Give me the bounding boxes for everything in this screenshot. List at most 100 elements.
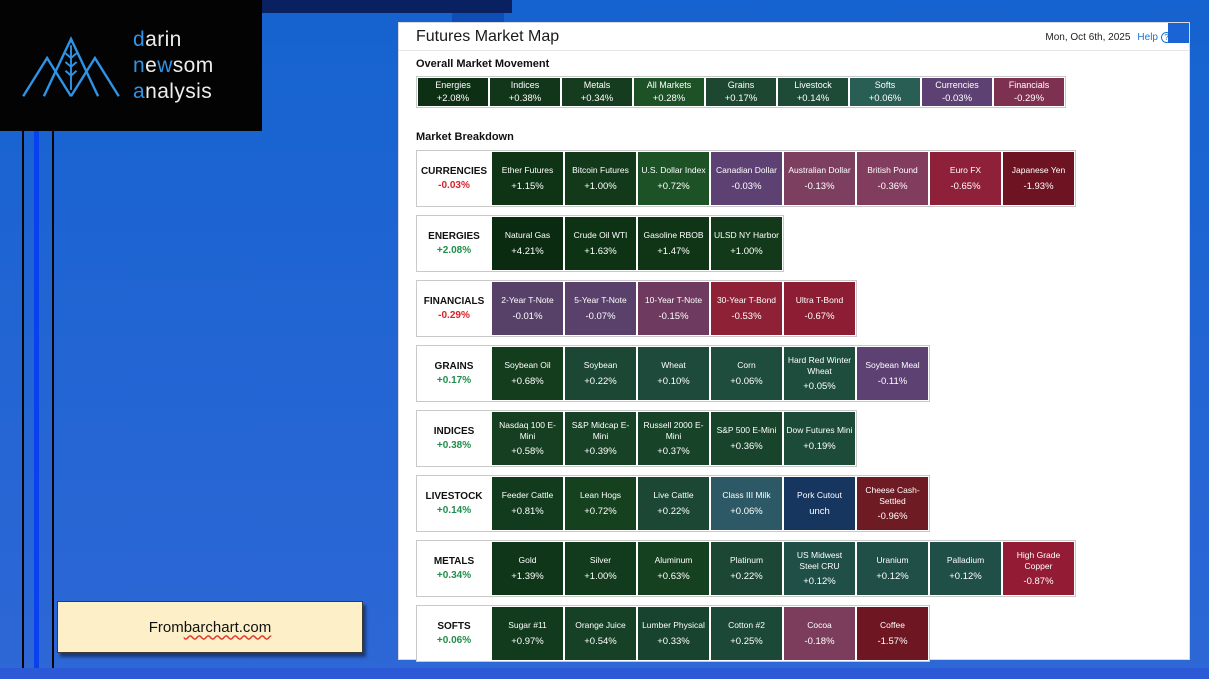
tile-russell-2000-e-mini[interactable]: Russell 2000 E-Mini +0.37% <box>638 412 709 466</box>
overall-market-strip: Energies +2.08% Indices +0.38% Metals +0.34% A… <box>416 76 1066 109</box>
tile-cocoa[interactable]: Cocoa -0.18% <box>784 607 855 661</box>
tile-energies[interactable]: Energies +2.08% <box>418 78 488 107</box>
tile-feeder-cattle[interactable]: Feeder Cattle +0.81% <box>492 477 563 531</box>
category-cell-indices[interactable]: INDICES +0.38% <box>418 412 490 466</box>
tile-lumber-physical[interactable]: Lumber Physical +0.33% <box>638 607 709 661</box>
tile-name: Livestock <box>794 80 832 90</box>
tile-live-cattle[interactable]: Live Cattle +0.22% <box>638 477 709 531</box>
tile-ultra-t-bond[interactable]: Ultra T-Bond -0.67% <box>784 282 855 336</box>
tile-name: Feeder Cattle <box>501 490 554 501</box>
tile-name: 5-Year T-Note <box>574 295 627 306</box>
tile-platinum[interactable]: Platinum +0.22% <box>711 542 782 596</box>
tile-name: S&P 500 E-Mini <box>716 425 777 436</box>
category-change: +0.17% <box>436 375 472 387</box>
tile-cotton-2[interactable]: Cotton #2 +0.25% <box>711 607 782 661</box>
tile-metals[interactable]: Metals +0.34% <box>562 78 632 107</box>
tile-lean-hogs[interactable]: Lean Hogs +0.72% <box>565 477 636 531</box>
tile-soybean[interactable]: Soybean +0.22% <box>565 347 636 401</box>
tile-gasoline-rbob[interactable]: Gasoline RBOB +1.47% <box>638 217 709 271</box>
tile-change: +0.81% <box>511 505 544 517</box>
tile-s-p-500-e-mini[interactable]: S&P 500 E-Mini +0.36% <box>711 412 782 466</box>
tile-financials[interactable]: Financials -0.29% <box>994 78 1064 107</box>
help-link[interactable]: Help <box>1137 31 1172 43</box>
tile-livestock[interactable]: Livestock +0.14% <box>778 78 848 107</box>
tile-cheese-cash-settled[interactable]: Cheese Cash-Settled -0.96% <box>857 477 928 531</box>
category-cell-financials[interactable]: FINANCIALS -0.29% <box>418 282 490 336</box>
tile-u-s-dollar-index[interactable]: U.S. Dollar Index +0.72% <box>638 152 709 206</box>
tile-us-midwest-steel-cru[interactable]: US Midwest Steel CRU +0.12% <box>784 542 855 596</box>
tile-name: Canadian Dollar <box>716 165 777 176</box>
tile-name: Gasoline RBOB <box>643 230 704 241</box>
tile-softs[interactable]: Softs +0.06% <box>850 78 920 107</box>
category-cell-metals[interactable]: METALS +0.34% <box>418 542 490 596</box>
category-cell-grains[interactable]: GRAINS +0.17% <box>418 347 490 401</box>
tile-ulsd-ny-harbor[interactable]: ULSD NY Harbor +1.00% <box>711 217 782 271</box>
overall-heading: Overall Market Movement <box>416 58 550 70</box>
category-cell-energies[interactable]: ENERGIES +2.08% <box>418 217 490 271</box>
category-name: SOFTS <box>437 621 471 633</box>
tile-euro-fx[interactable]: Euro FX -0.65% <box>930 152 1001 206</box>
tile-name: Metals <box>583 80 611 90</box>
tile-dow-futures-mini[interactable]: Dow Futures Mini +0.19% <box>784 412 855 466</box>
category-cell-currencies[interactable]: CURRENCIES -0.03% <box>418 152 490 206</box>
tile-all-markets[interactable]: All Markets +0.28% <box>634 78 704 107</box>
tile-japanese-yen[interactable]: Japanese Yen -1.93% <box>1003 152 1074 206</box>
tile-s-p-midcap-e-mini[interactable]: S&P Midcap E-Mini +0.39% <box>565 412 636 466</box>
tile-nasdaq-100-e-mini[interactable]: Nasdaq 100 E-Mini +0.58% <box>492 412 563 466</box>
tile-2-year-t-note[interactable]: 2-Year T-Note -0.01% <box>492 282 563 336</box>
tile-currencies[interactable]: Currencies -0.03% <box>922 78 992 107</box>
tile-name: Lean Hogs <box>579 490 622 501</box>
tile-class-iii-milk[interactable]: Class III Milk +0.06% <box>711 477 782 531</box>
tile-orange-juice[interactable]: Orange Juice +0.54% <box>565 607 636 661</box>
tile-grains[interactable]: Grains +0.17% <box>706 78 776 107</box>
tile-sugar-11[interactable]: Sugar #11 +0.97% <box>492 607 563 661</box>
tile-change: -0.15% <box>658 310 689 322</box>
tile-high-grade-copper[interactable]: High Grade Copper -0.87% <box>1003 542 1074 596</box>
tile-indices[interactable]: Indices +0.38% <box>490 78 560 107</box>
tile-silver[interactable]: Silver +1.00% <box>565 542 636 596</box>
tile-change: +1.00% <box>584 570 617 582</box>
category-cell-softs[interactable]: SOFTS +0.06% <box>418 607 490 661</box>
tile-change: -1.93% <box>1023 180 1054 192</box>
category-change: +0.34% <box>436 570 472 582</box>
tile-30-year-t-bond[interactable]: 30-Year T-Bond -0.53% <box>711 282 782 336</box>
tile-natural-gas[interactable]: Natural Gas +4.21% <box>492 217 563 271</box>
tile-change: -0.36% <box>877 180 908 192</box>
tile-change: +1.00% <box>584 180 617 192</box>
category-name: ENERGIES <box>428 231 480 243</box>
source-note-prefix: From <box>148 618 184 636</box>
tile-name: Financials <box>1008 80 1050 90</box>
tile-british-pound[interactable]: British Pound -0.36% <box>857 152 928 206</box>
tile-hard-red-winter-wheat[interactable]: Hard Red Winter Wheat +0.05% <box>784 347 855 401</box>
tile-change: -0.11% <box>877 375 908 387</box>
map-date: Mon, Oct 6th, 2025 <box>1045 31 1131 43</box>
tile-australian-dollar[interactable]: Australian Dollar -0.13% <box>784 152 855 206</box>
tile-name: Cheese Cash-Settled <box>865 485 920 506</box>
tile-aluminum[interactable]: Aluminum +0.63% <box>638 542 709 596</box>
tile-pork-cutout[interactable]: Pork Cutout unch <box>784 477 855 531</box>
tile-bitcoin-futures[interactable]: Bitcoin Futures +1.00% <box>565 152 636 206</box>
tile-corn[interactable]: Corn +0.06% <box>711 347 782 401</box>
tile-name: Silver <box>589 555 612 566</box>
category-cell-livestock[interactable]: LIVESTOCK +0.14% <box>418 477 490 531</box>
help-label[interactable]: Help <box>1137 31 1158 43</box>
tile-wheat[interactable]: Wheat +0.10% <box>638 347 709 401</box>
tile-soybean-oil[interactable]: Soybean Oil +0.68% <box>492 347 563 401</box>
tile-palladium[interactable]: Palladium +0.12% <box>930 542 1001 596</box>
tile-name: Hard Red Winter Wheat <box>787 355 852 376</box>
tile-5-year-t-note[interactable]: 5-Year T-Note -0.07% <box>565 282 636 336</box>
tile-coffee[interactable]: Coffee -1.57% <box>857 607 928 661</box>
tile-10-year-t-note[interactable]: 10-Year T-Note -0.15% <box>638 282 709 336</box>
tile-canadian-dollar[interactable]: Canadian Dollar -0.03% <box>711 152 782 206</box>
tile-uranium[interactable]: Uranium +0.12% <box>857 542 928 596</box>
tile-crude-oil-wti[interactable]: Crude Oil WTI +1.63% <box>565 217 636 271</box>
tile-soybean-meal[interactable]: Soybean Meal -0.11% <box>857 347 928 401</box>
tile-name: Japanese Yen <box>1011 165 1066 176</box>
category-change: +0.06% <box>436 635 472 647</box>
tile-name: High Grade Copper <box>1016 550 1061 571</box>
tile-change: -0.03% <box>731 180 762 192</box>
tile-gold[interactable]: Gold +1.39% <box>492 542 563 596</box>
tile-change: +0.22% <box>584 375 617 387</box>
category-name: FINANCIALS <box>423 296 485 308</box>
tile-ether-futures[interactable]: Ether Futures +1.15% <box>492 152 563 206</box>
